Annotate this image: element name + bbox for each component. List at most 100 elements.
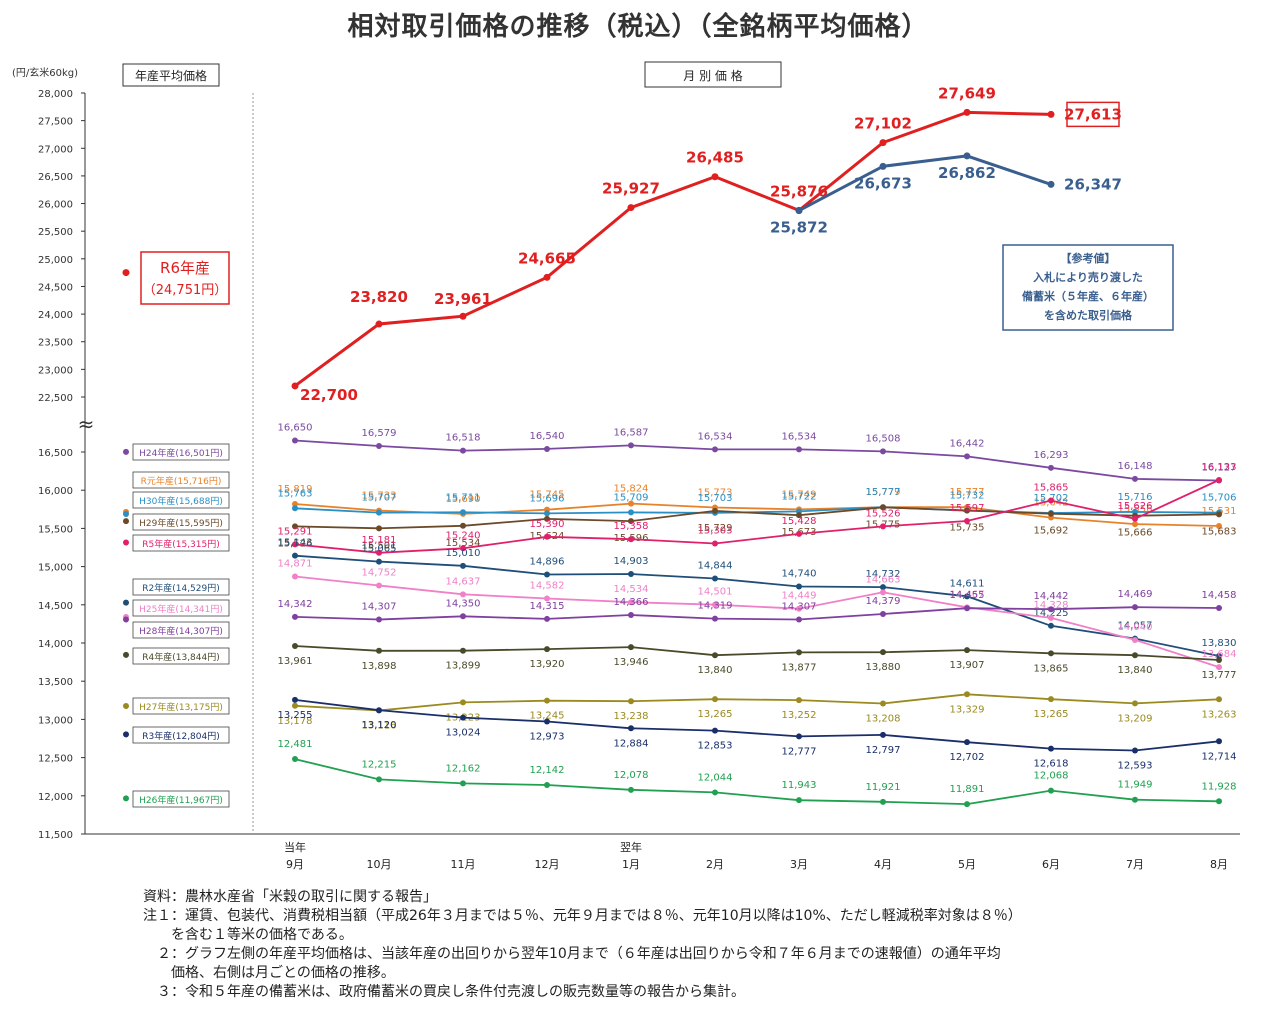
legend-box — [132, 534, 230, 552]
data-point — [880, 700, 886, 707]
data-point — [1132, 604, 1138, 611]
data-point — [292, 642, 298, 649]
data-label: 12,215 — [362, 759, 397, 770]
data-point — [880, 731, 886, 738]
data-point — [964, 739, 970, 746]
data-point — [1216, 738, 1222, 745]
data-label: 15,824 — [614, 484, 649, 495]
data-label: 13,252 — [782, 710, 817, 721]
data-label: 15,692 — [1034, 526, 1069, 537]
data-label: 15,358 — [614, 521, 649, 532]
series-line — [294, 439, 1220, 482]
data-point — [628, 612, 634, 619]
x-tick-label: 5月 — [958, 858, 976, 871]
legend-box — [132, 647, 230, 665]
data-point — [1048, 606, 1054, 613]
data-label: 24,665 — [518, 249, 576, 267]
data-point — [460, 562, 466, 569]
data-label: 14,350 — [446, 598, 481, 609]
data-label: 12,078 — [614, 770, 649, 781]
data-label: 11,928 — [1202, 781, 1237, 792]
data-label: 13,245 — [530, 711, 565, 722]
data-point — [963, 108, 971, 116]
data-point — [376, 582, 382, 589]
data-label: 14,442 — [1034, 591, 1069, 602]
data-point — [628, 786, 634, 793]
legend-marker — [123, 539, 129, 546]
data-label: 16,148 — [1118, 461, 1153, 472]
data-label: 13,265 — [1034, 709, 1069, 720]
data-point — [1047, 180, 1055, 188]
legend-label: H30年産(15,688円) — [139, 495, 223, 507]
data-label: 14,328 — [1034, 600, 1069, 611]
data-point — [292, 613, 298, 620]
data-point — [292, 501, 298, 508]
data-point — [376, 647, 382, 654]
data-point — [543, 273, 551, 281]
data-point — [964, 453, 970, 460]
series-line — [798, 154, 1052, 212]
data-label: 11,891 — [950, 784, 985, 795]
legend-box — [132, 513, 230, 531]
data-point — [544, 533, 550, 540]
data-point — [291, 382, 299, 390]
data-label: 15,749 — [782, 489, 817, 500]
data-label: 27,613 — [1064, 105, 1122, 123]
data-label: 15,865 — [1034, 483, 1069, 494]
data-point — [460, 591, 466, 598]
data-label: 14,611 — [950, 578, 985, 589]
data-label: 14,057 — [1118, 621, 1153, 632]
data-point — [1216, 477, 1222, 484]
y-tick-label: 13,000 — [38, 715, 73, 726]
data-label: 13,255 — [278, 710, 313, 721]
legend-marker — [123, 731, 129, 738]
legend-label: R2年産(14,529円) — [142, 582, 220, 594]
data-label: 12,618 — [1034, 759, 1069, 770]
legend-box — [132, 578, 230, 596]
data-point — [796, 530, 802, 537]
legend-label: R4年産(13,844円) — [142, 651, 220, 663]
legend-box — [132, 790, 230, 808]
data-label: 15,696 — [530, 493, 565, 504]
data-label: 14,315 — [530, 601, 565, 612]
data-label: 14,366 — [614, 597, 649, 608]
data-label: 11,943 — [782, 780, 817, 791]
legend-box — [132, 599, 230, 617]
series-line — [294, 110, 1052, 388]
left-panel-label: 年産平均価格 — [135, 68, 207, 83]
data-label: 12,702 — [950, 752, 985, 763]
notes: 資料：農林水産省「米穀の取引に関する報告」 注１：運賃、包装代、消費税相当額（平… — [143, 888, 1253, 1002]
legend-box — [132, 726, 230, 744]
data-label: 13,329 — [950, 704, 985, 715]
data-label: 15,711 — [446, 492, 481, 503]
data-label: 15,709 — [614, 492, 649, 503]
note-line: 価格、右側は月ごとの価格の推移。 — [143, 965, 395, 981]
data-label: 14,469 — [1118, 589, 1153, 600]
data-point — [1216, 798, 1222, 805]
data-point — [964, 517, 970, 524]
unit-label: (円/玄米60kg) — [12, 66, 78, 79]
y-tick-label: 22,500 — [38, 393, 73, 404]
data-point — [880, 649, 886, 656]
data-label: 15,735 — [950, 522, 985, 533]
series-line — [294, 693, 1220, 712]
y-tick-label: 25,500 — [38, 227, 73, 238]
data-label: 15,534 — [446, 538, 481, 549]
data-label: 14,534 — [614, 584, 649, 595]
data-label: 13,209 — [1118, 713, 1153, 724]
data-point — [796, 512, 802, 519]
data-label: 15,763 — [278, 488, 313, 499]
data-label: 15,683 — [1202, 526, 1237, 537]
y-tick-label: 16,000 — [38, 486, 73, 497]
reference-callout-line: を含めた取引価格 — [1044, 308, 1133, 322]
data-point — [376, 558, 382, 565]
data-label: 15,010 — [446, 548, 481, 559]
y-tick-label: 23,000 — [38, 365, 73, 376]
data-label: 16,540 — [530, 431, 565, 442]
data-label: 15,716 — [1118, 492, 1153, 503]
data-point — [1216, 523, 1222, 530]
data-label: 12,777 — [782, 746, 817, 757]
legend-box — [132, 443, 230, 461]
data-point — [628, 518, 634, 525]
data-point — [964, 605, 970, 612]
